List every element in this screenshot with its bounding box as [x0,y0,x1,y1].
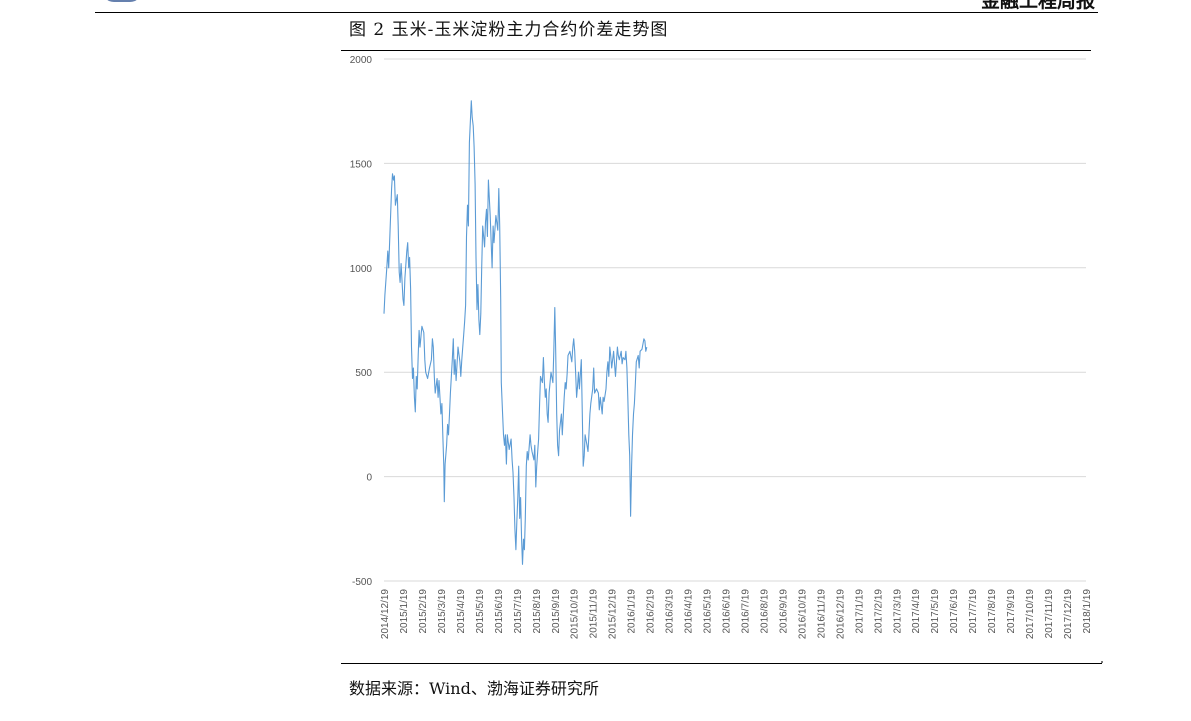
x-tick-label: 2017/2/19 [873,589,884,634]
spread-line-chart: -500 0 500 1000 1500 2000 2014/12/19 2015/1/19… [350,55,1093,639]
x-tick-label: 2016/11/19 [816,589,827,639]
x-tick-label: 2016/8/19 [759,589,770,634]
x-tick-label: 2016/9/19 [778,589,789,634]
x-tick-label: 2015/5/19 [475,589,486,634]
x-tick-label: 2017/7/19 [968,589,979,634]
x-tick-label: 2014/12/19 [380,589,391,639]
x-tick-label: 2017/4/19 [911,589,922,634]
figure-bottom-rule [341,663,1102,664]
x-tick-label: 2016/10/19 [797,589,808,639]
y-tick-label: 0 [366,473,372,484]
x-tick-label: 2017/10/19 [1025,589,1036,639]
y-axis-labels: -500 0 500 1000 1500 2000 [350,55,373,588]
x-tick-label: 2015/3/19 [437,589,448,634]
figure-title-rule [341,50,1091,51]
x-tick-label: 2015/11/19 [589,589,600,639]
x-tick-label: 2017/12/19 [1063,589,1074,639]
x-tick-label: 2017/9/19 [1006,589,1017,634]
x-tick-label: 2015/10/19 [570,589,581,639]
x-tick-label: 2015/1/19 [399,589,410,634]
logo-swoosh [102,0,142,2]
x-tick-label: 2015/8/19 [532,589,543,634]
x-tick-label: 2017/1/19 [854,589,865,634]
y-tick-label: 2000 [350,55,373,66]
x-tick-label: 2016/2/19 [646,589,657,634]
x-tick-label: 2015/7/19 [513,589,524,634]
corner-mark [1101,661,1103,663]
x-tick-label: 2016/7/19 [740,589,751,634]
x-tick-label: 2015/2/19 [418,589,429,634]
x-tick-label: 2016/1/19 [627,589,638,634]
x-tick-label: 2015/6/19 [494,589,505,634]
x-tick-label: 2016/4/19 [684,589,695,634]
x-tick-label: 2017/6/19 [949,589,960,634]
x-tick-label: 2015/4/19 [456,589,467,634]
y-tick-label: -500 [352,577,372,588]
figure-source: 数据来源：Wind、渤海证券研究所 [349,679,599,698]
figure-title: 图 2 玉米-玉米淀粉主力合约价差走势图 [349,20,669,40]
report-name: 金融工程周报 [980,0,1095,12]
x-tick-label: 2015/9/19 [551,589,562,634]
x-tick-label: 2017/5/19 [930,589,941,634]
y-tick-label: 1000 [350,264,373,275]
y-tick-label: 500 [355,368,372,379]
company-logo [98,0,308,8]
x-tick-label: 2018/1/19 [1082,589,1093,634]
x-tick-label: 2017/3/19 [892,589,903,634]
x-tick-label: 2016/5/19 [703,589,714,634]
series-line [383,100,648,565]
x-tick-label: 2016/3/19 [665,589,676,634]
x-tick-label: 2017/11/19 [1044,589,1055,639]
x-tick-label: 2016/6/19 [722,589,733,634]
gridlines [384,58,1086,582]
x-tick-label: 2017/8/19 [987,589,998,634]
x-axis-labels: 2014/12/19 2015/1/19 2015/2/19 2015/3/19 201… [380,589,1093,639]
y-tick-label: 1500 [350,159,373,170]
series-layer [383,100,648,565]
x-tick-label: 2016/12/19 [835,589,846,639]
x-tick-label: 2015/12/19 [608,589,619,639]
header-rule [95,12,1098,13]
